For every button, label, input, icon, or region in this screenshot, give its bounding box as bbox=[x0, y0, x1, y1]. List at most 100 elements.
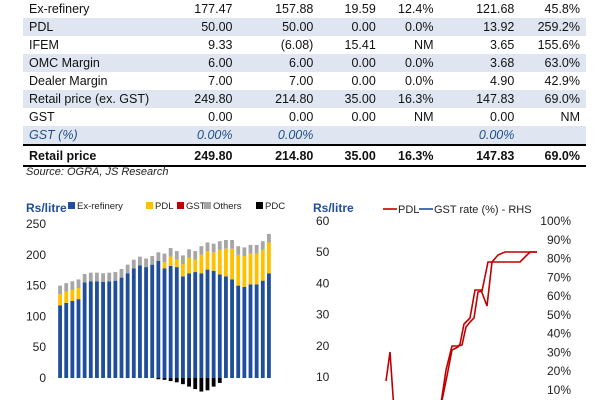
table-cell: 7.00 bbox=[289, 74, 314, 88]
bar-segment bbox=[205, 269, 210, 378]
row-label: GST bbox=[29, 110, 55, 124]
left-y-tick-label: 40 bbox=[316, 276, 330, 290]
y-axis-title: Rs/litre bbox=[26, 201, 67, 215]
bar-segment bbox=[144, 267, 148, 378]
bar-segment bbox=[236, 246, 241, 255]
table-cell: 249.80 bbox=[173, 90, 236, 108]
bar-segment bbox=[260, 241, 265, 250]
bar-segment bbox=[199, 246, 204, 255]
table-cell: 214.80 bbox=[235, 144, 317, 167]
table-row: PDL 50.00 50.00 0.00 0.0% 13.92 259.2% bbox=[23, 18, 586, 36]
row-label: Retail price (ex. GST) bbox=[23, 90, 174, 108]
legend-swatch bbox=[146, 202, 153, 209]
bar-segment bbox=[58, 305, 62, 378]
bar-segment bbox=[64, 291, 69, 303]
bar-segment bbox=[95, 272, 99, 282]
bar-segment bbox=[58, 285, 62, 295]
table-cell bbox=[316, 126, 379, 145]
row-label: PDL bbox=[23, 18, 174, 36]
bar-segment bbox=[254, 244, 259, 254]
table-cell: 16.3% bbox=[378, 90, 437, 108]
bar-segment bbox=[181, 378, 185, 385]
legend-label: PDC bbox=[265, 201, 285, 212]
bar-segment bbox=[138, 265, 142, 378]
table-cell: 0.00 bbox=[351, 110, 376, 124]
table-cell bbox=[378, 126, 437, 145]
bar-segment bbox=[70, 281, 75, 290]
legend-swatch bbox=[68, 202, 75, 209]
table-row: Retail price 249.80 214.80 35.00 16.3% 147.83… bbox=[23, 144, 586, 167]
bar-segment bbox=[82, 282, 87, 378]
table-row: GST (%) 0.00% 0.00% 0.00% bbox=[23, 126, 586, 145]
table-cell: 6.00 bbox=[173, 54, 236, 72]
table-row: OMC Margin 6.00 6.00 0.00 0.0% 3.68 63.0% bbox=[23, 54, 586, 72]
bar-segment bbox=[113, 272, 118, 281]
bar-segment bbox=[260, 249, 265, 281]
table-cell: NM bbox=[560, 110, 580, 124]
table-cell: 0.00% bbox=[436, 126, 518, 145]
table-cell: NM bbox=[414, 110, 434, 124]
right-y-tick-label: 30% bbox=[547, 345, 571, 359]
bar-segment bbox=[150, 264, 155, 378]
bar-segment bbox=[138, 256, 142, 266]
y-tick-label: 200 bbox=[26, 248, 46, 262]
bar-segment bbox=[174, 251, 179, 260]
bar-segment bbox=[248, 244, 253, 254]
bar-segment bbox=[119, 268, 124, 278]
table-row: Ex-refinery 177.47 157.88 19.59 12.4% 121.68 4… bbox=[23, 0, 586, 18]
legend-label: GST bbox=[186, 201, 206, 212]
row-label: IFEM bbox=[29, 38, 59, 52]
bar-segment bbox=[254, 284, 259, 378]
bar-segment bbox=[217, 241, 222, 250]
bar-segment bbox=[70, 301, 75, 378]
table-cell: 177.47 bbox=[194, 2, 233, 16]
table-cell: 45.8% bbox=[544, 2, 580, 16]
bar-segment bbox=[236, 285, 241, 378]
bar-segment bbox=[168, 265, 173, 378]
source-note: Source: OGRA, JS Research bbox=[26, 166, 169, 178]
bar-segment bbox=[113, 280, 118, 378]
bar-segment bbox=[260, 280, 265, 378]
table-cell: 0.0% bbox=[405, 74, 434, 88]
y-tick-label: 100 bbox=[26, 309, 46, 323]
row-label: Dealer Margin bbox=[29, 74, 108, 88]
bar-segment bbox=[187, 257, 191, 274]
table-cell: 157.88 bbox=[275, 2, 314, 16]
bar-segment bbox=[254, 253, 259, 285]
bar-segment bbox=[174, 259, 179, 268]
legend-label: PDL bbox=[155, 201, 173, 212]
bar-segment bbox=[131, 259, 136, 269]
bar-segment bbox=[193, 272, 198, 378]
bar-segment bbox=[168, 256, 173, 266]
bar-segment bbox=[193, 259, 198, 273]
bar-segment bbox=[187, 273, 191, 378]
table-row: IFEM 9.33 (6.08) 15.41 NM 3.65 155.6% bbox=[23, 36, 586, 54]
right-y-tick-label: 40% bbox=[547, 327, 571, 341]
table-cell: 147.83 bbox=[436, 144, 518, 167]
table-cell: 0.0% bbox=[378, 18, 437, 36]
table-cell: 50.00 bbox=[173, 18, 236, 36]
bar-segment bbox=[193, 378, 198, 390]
table-cell: NM bbox=[414, 38, 434, 52]
table-cell: 259.2% bbox=[517, 18, 586, 36]
bar-segment bbox=[162, 253, 167, 263]
bar-segment bbox=[236, 254, 241, 286]
bar-segment bbox=[242, 286, 247, 378]
table-cell: 16.3% bbox=[378, 144, 437, 167]
bar-segment bbox=[211, 243, 216, 253]
table-cell: 7.00 bbox=[208, 74, 233, 88]
left-y-tick-label: 20 bbox=[316, 339, 330, 353]
legend-label: PDL bbox=[398, 204, 419, 216]
bar-segment bbox=[242, 256, 247, 287]
bar-segment bbox=[267, 273, 271, 378]
right-y-tick-label: 70% bbox=[547, 270, 571, 284]
table-cell: 42.9% bbox=[544, 74, 580, 88]
bar-segment bbox=[181, 276, 185, 378]
bar-segment bbox=[248, 253, 253, 285]
bar-segment bbox=[156, 260, 161, 378]
bar-segment bbox=[187, 378, 191, 387]
legend-label: Ex-refinery bbox=[77, 201, 123, 212]
table-cell: 0.0% bbox=[378, 54, 437, 72]
bar-segment bbox=[64, 283, 69, 292]
bar-segment bbox=[64, 302, 69, 378]
